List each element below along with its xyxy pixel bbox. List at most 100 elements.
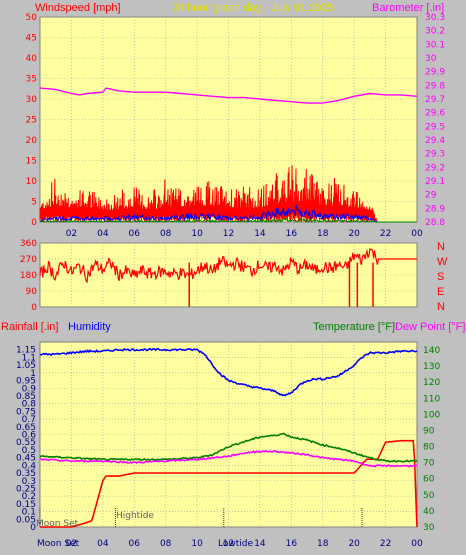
wind-y-tick: 15 — [26, 157, 37, 167]
rainfall-y-tick: 0.35 — [16, 469, 36, 479]
rainfall-y-tick: 0.85 — [16, 392, 36, 402]
temperature-y-tick: 50 — [423, 491, 435, 501]
rainfall-axis-label: Rainfall [.in] — [1, 321, 58, 333]
rainfall-y-tick: 0.75 — [16, 407, 36, 417]
barometer-y-tick: 29.6 — [425, 109, 445, 119]
barometer-y-tick: 30 — [425, 54, 437, 64]
grid-lines — [40, 16, 417, 528]
rainfall-y-tick: 0.05 — [16, 515, 36, 525]
barometer-axis-label: Barometer [.in] — [372, 2, 444, 14]
rainfall-y-tick: 1.05 — [16, 361, 36, 371]
rainfall-y-tick: 0.3 — [22, 477, 36, 487]
temperature-y-tick: 130 — [423, 362, 440, 372]
wind-y-tick: 10 — [26, 177, 38, 187]
temperature-y-tick: 90 — [423, 426, 435, 436]
rainfall-y-tick: 0 — [30, 523, 36, 533]
x-tick-label: 12 — [223, 229, 234, 239]
x-tick-label: 06 — [129, 539, 141, 549]
rainfall-y-tick: 0.45 — [16, 454, 36, 464]
x-tick-label: 20 — [348, 539, 360, 549]
temperature-y-tick: 80 — [423, 443, 435, 453]
direction-y-tick: 360 — [20, 239, 37, 249]
rainfall-y-tick: 0.25 — [16, 484, 36, 494]
x-tick-label: 18 — [317, 229, 329, 239]
temperature-y-tick: 30 — [423, 523, 435, 533]
barometer-y-tick: 29.4 — [425, 136, 445, 146]
x-tick-label: 12 — [223, 539, 234, 549]
temperature-y-tick: 120 — [423, 378, 440, 388]
rainfall-y-tick: 0.8 — [22, 400, 37, 410]
rainfall-y-tick: 0.95 — [16, 377, 36, 387]
x-tick-label: 04 — [97, 539, 109, 549]
x-tick-label: 22 — [380, 539, 391, 549]
direction-y-tick: 270 — [20, 255, 37, 265]
x-tick-label: 00 — [411, 229, 423, 239]
axis-ticks: 0510152025303540455028.828.92929.129.229… — [16, 13, 445, 549]
humidity-axis-label: Humidity — [68, 321, 111, 333]
moon-set-marker-label: Moon Set — [36, 519, 79, 529]
direction-letter: S — [437, 271, 444, 283]
x-tick-label: 08 — [160, 229, 172, 239]
temperature-y-tick: 100 — [423, 410, 440, 420]
rainfall-y-tick: 0.7 — [22, 415, 36, 425]
x-tick-label: 16 — [286, 539, 298, 549]
temperature-line — [39, 432, 418, 463]
temperature-y-tick: 110 — [423, 394, 440, 404]
x-tick-label: 20 — [348, 229, 360, 239]
x-tick-label: 16 — [286, 229, 298, 239]
x-tick-label: 10 — [191, 229, 203, 239]
x-tick-label: 02 — [66, 539, 77, 549]
wind-y-tick: 0 — [31, 218, 37, 228]
chart-title: 24 hour graph day - July 01 2025 — [172, 2, 333, 14]
temperature-y-tick: 70 — [423, 459, 435, 469]
rainfall-y-tick: 0.6 — [22, 431, 37, 441]
rainfall-y-tick: 0.65 — [16, 423, 36, 433]
direction-y-tick: 0 — [31, 303, 37, 313]
direction-letter: W — [437, 256, 448, 268]
rainfall-y-tick: 0.2 — [22, 492, 36, 502]
x-tick-label: 10 — [191, 539, 203, 549]
wind-y-tick: 45 — [26, 34, 37, 44]
rainfall-y-tick: 0.1 — [22, 508, 36, 518]
x-tick-label: 06 — [129, 229, 141, 239]
x-tick-label: 04 — [97, 229, 109, 239]
dewpoint-line — [40, 449, 418, 468]
direction-letter: N — [437, 241, 445, 253]
dewpoint-axis-label: Dew Point [°F] — [395, 321, 465, 333]
direction-letter: N — [437, 301, 445, 313]
barometer-y-tick: 28.8 — [425, 218, 445, 228]
hightide-marker-label: Hightide — [116, 511, 154, 521]
barometer-y-tick: 29.1 — [425, 177, 445, 187]
temperature-axis-label: Temperature [°F] — [313, 321, 395, 333]
x-tick-label: 22 — [380, 229, 391, 239]
temperature-y-tick: 60 — [423, 475, 435, 485]
temperature-y-tick: 40 — [423, 507, 435, 517]
barometer-y-tick: 30.2 — [425, 27, 445, 37]
rainfall-line — [40, 439, 418, 528]
moon-set-axis-label: Moon Set — [37, 539, 80, 549]
rainfall-y-tick: 0.9 — [22, 384, 37, 394]
rainfall-y-tick: 0.55 — [16, 438, 36, 448]
wind-low-line — [39, 204, 417, 223]
barometer-y-tick: 30.3 — [425, 13, 445, 23]
wind-calm-line — [39, 217, 417, 224]
wind-y-tick: 25 — [26, 116, 37, 126]
wind-y-tick: 40 — [26, 54, 38, 64]
rainfall-y-tick: 1.1 — [22, 353, 36, 363]
rainfall-y-tick: 0.15 — [16, 500, 36, 510]
direction-y-tick: 90 — [26, 287, 38, 297]
wind-y-tick: 50 — [26, 13, 38, 23]
wind-y-tick: 5 — [31, 198, 37, 208]
wind-y-tick: 20 — [26, 136, 38, 146]
wind-gust-line — [39, 165, 417, 223]
x-tick-label: 14 — [254, 539, 266, 549]
wind-y-tick: 35 — [26, 75, 37, 85]
chart-series — [39, 87, 418, 528]
barometer-y-tick: 29.9 — [425, 68, 445, 78]
barometer-y-tick: 29.7 — [425, 95, 445, 105]
barometer-y-tick: 29.8 — [425, 81, 445, 91]
x-tick-label: 02 — [66, 229, 77, 239]
barometer-y-tick: 29 — [425, 191, 437, 201]
wind-y-tick: 30 — [26, 95, 38, 105]
